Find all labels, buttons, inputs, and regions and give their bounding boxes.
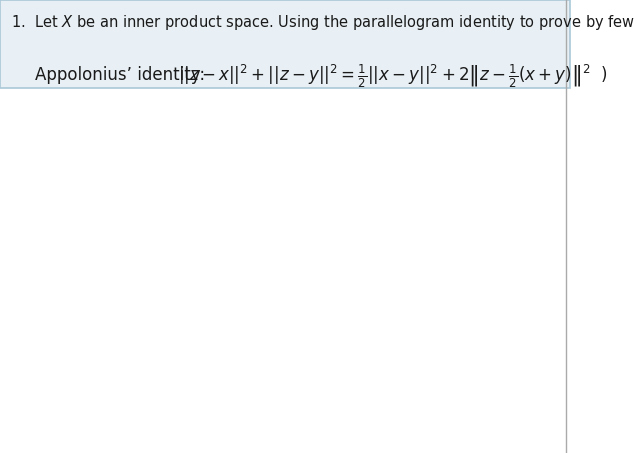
Text: 1.  Let $\mathit{X}$ be an inner product space. Using the parallelogram identity: 1. Let $\mathit{X}$ be an inner product … [11, 13, 637, 32]
Text: $||z - x||^2+||z - y||^2 = \frac{1}{2}||x - y||^2 + 2\left\|z - \frac{1}{2}(x + : $||z - x||^2+||z - y||^2 = \frac{1}{2}||… [178, 63, 608, 90]
Bar [0, 0, 570, 88]
Text: Appolonius’ identity:: Appolonius’ identity: [35, 66, 226, 84]
